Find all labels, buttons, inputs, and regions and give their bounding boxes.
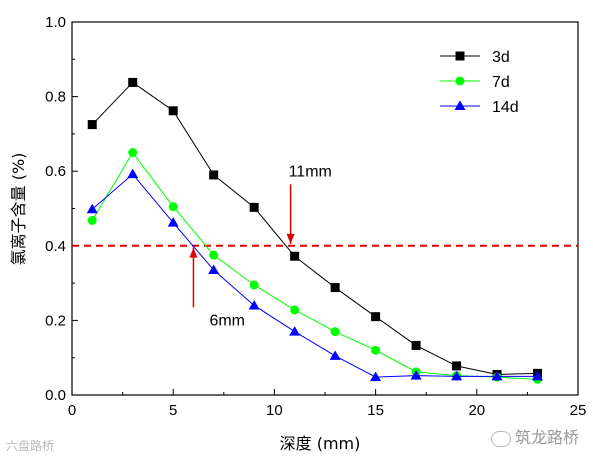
- point-3d: [209, 170, 219, 180]
- point-7d: [128, 148, 138, 158]
- point-3d: [452, 361, 462, 371]
- x-tick-label: 10: [266, 402, 283, 419]
- legend-label: 3d: [492, 49, 510, 66]
- point-14d: [410, 370, 422, 380]
- point-14d: [248, 299, 260, 310]
- annotation-arrow-head: [189, 247, 198, 258]
- legend-marker: [455, 51, 465, 61]
- y-tick-label: 0.2: [45, 312, 66, 329]
- point-3d: [411, 340, 421, 350]
- point-3d: [290, 251, 300, 261]
- series-line-7d: [91, 151, 538, 380]
- series-line-3d: [91, 81, 538, 375]
- x-tick-label: 5: [169, 402, 177, 419]
- legend-label: 7d: [492, 74, 510, 91]
- series-line-14d: [91, 173, 538, 378]
- legend-marker: [454, 100, 466, 110]
- y-tick-label: 0.4: [45, 238, 66, 255]
- point-7d: [209, 250, 219, 260]
- annotation-label: 6mm: [209, 312, 245, 329]
- point-7d: [330, 327, 340, 337]
- point-14d: [208, 264, 220, 275]
- x-tick-label: 25: [570, 402, 587, 419]
- x-tick-label: 0: [68, 402, 76, 419]
- point-14d: [86, 203, 98, 214]
- point-7d: [168, 202, 178, 212]
- legend-label: 14d: [492, 99, 519, 116]
- point-14d: [370, 371, 382, 382]
- point-3d: [168, 106, 178, 116]
- watermark-right: 筑龙路桥: [490, 424, 579, 448]
- point-3d: [330, 283, 340, 293]
- plot-content: 0 5 10 15 20 25 0.0 0.2 0.4 0.6 0.8 1.0 11mm 6mm 3d 7d 1…: [45, 14, 586, 419]
- point-14d: [451, 370, 463, 381]
- point-7d: [87, 215, 97, 225]
- x-axis-title: 深度 (mm): [280, 434, 361, 453]
- watermark-left: 六盘路桥: [6, 439, 55, 453]
- point-3d: [128, 77, 138, 87]
- y-tick-label: 0.8: [45, 89, 66, 106]
- point-14d: [289, 326, 301, 336]
- x-tick-label: 15: [367, 402, 384, 419]
- wechat-icon: [490, 430, 511, 447]
- y-tick-label: 1.0: [45, 14, 66, 31]
- point-14d: [491, 370, 503, 381]
- point-14d: [532, 370, 544, 381]
- x-tick-label: 20: [468, 402, 485, 419]
- point-3d: [249, 202, 259, 212]
- point-7d: [371, 345, 381, 355]
- annotation-label: 11mm: [289, 163, 332, 180]
- point-14d: [329, 350, 341, 360]
- point-3d: [371, 312, 381, 322]
- point-14d: [127, 168, 139, 179]
- point-14d: [167, 217, 179, 227]
- y-axis-title: 氯离子含量 (%): [9, 153, 28, 266]
- annotation-arrow-head: [286, 233, 295, 244]
- y-tick-label: 0.0: [45, 387, 66, 404]
- legend-marker: [455, 76, 465, 86]
- y-tick-label: 0.6: [45, 163, 66, 180]
- point-3d: [87, 120, 97, 130]
- point-7d: [290, 305, 300, 315]
- watermark-right-text: 筑龙路桥: [514, 428, 579, 447]
- point-7d: [249, 280, 259, 290]
